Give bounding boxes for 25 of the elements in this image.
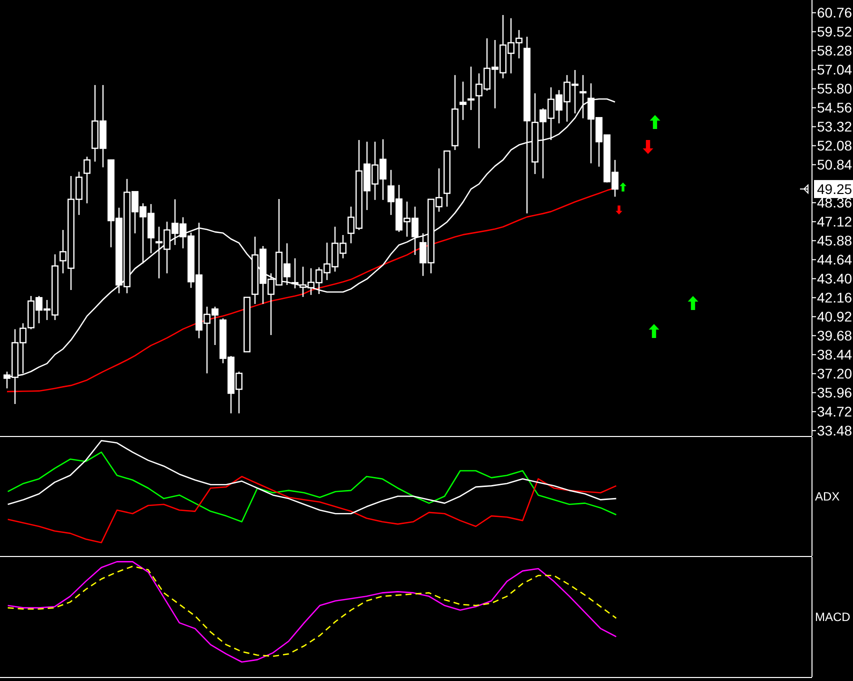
y-tick-label: 47.12 xyxy=(817,214,852,230)
y-tick-label: 48.36 xyxy=(817,194,852,211)
annotation: 49.25 xyxy=(817,180,852,197)
y-tick-label: 60.76 xyxy=(817,4,852,21)
y-axis-title: MACD xyxy=(815,610,851,624)
y-tick-label: 39.68 xyxy=(817,328,852,344)
y-tick-label: 34.72 xyxy=(817,404,852,420)
y-tick-label: 40.92 xyxy=(817,308,852,325)
y-tick-label: 33.48 xyxy=(817,422,852,439)
y-tick-label: 44.64 xyxy=(817,252,852,268)
y-tick-label: 57.04 xyxy=(817,62,852,78)
y-tick-label: 38.44 xyxy=(817,346,852,363)
y-tick-label: 35.96 xyxy=(817,384,852,401)
y-tick-label: 50.84 xyxy=(817,156,852,173)
y-tick-label: 54.56 xyxy=(817,100,852,116)
y-tick-label: 45.88 xyxy=(817,232,852,249)
y-tick-label: 59.52 xyxy=(817,24,852,40)
y-axis-title: ADX xyxy=(815,490,840,504)
y-tick-label: 37.20 xyxy=(817,366,852,382)
y-tick-label: 53.32 xyxy=(817,118,852,135)
y-tick-label: 42.16 xyxy=(817,290,852,306)
y-tick-label: 43.40 xyxy=(817,270,852,287)
y-tick-label: 52.08 xyxy=(817,138,852,154)
y-tick-label: 55.80 xyxy=(817,80,852,97)
y-tick-label: 58.28 xyxy=(817,42,852,59)
